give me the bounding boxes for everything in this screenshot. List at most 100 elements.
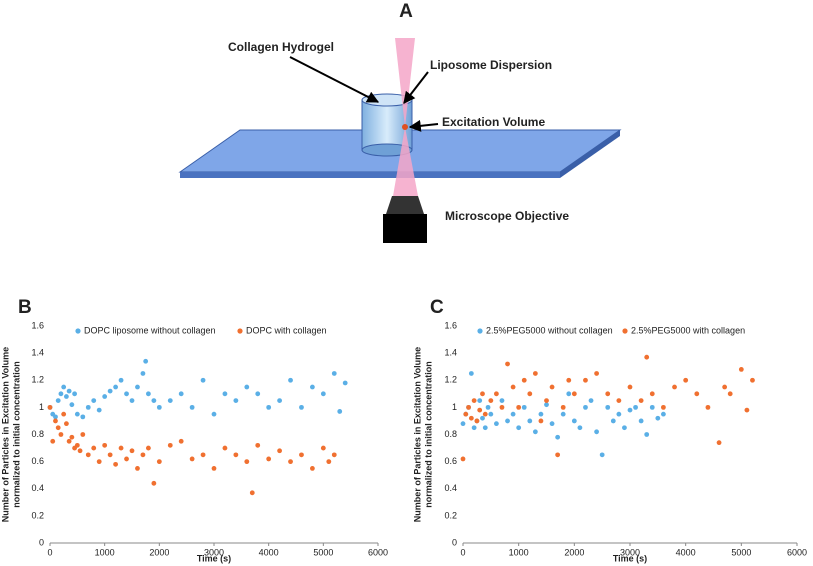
point (80, 414, 86, 420)
point (555, 434, 561, 440)
point (460, 456, 466, 462)
point (255, 391, 261, 397)
arrow (289, 56, 380, 103)
point (505, 361, 510, 367)
point (74, 411, 80, 417)
y-tick-label: 1 (452, 402, 457, 412)
point (69, 402, 75, 408)
x-tick-label: 5000 (731, 547, 751, 557)
point (488, 411, 494, 417)
point (61, 384, 67, 390)
x-tick-label: 5000 (313, 547, 333, 557)
point (638, 418, 644, 424)
y-tick-label: 1.2 (444, 375, 457, 385)
point (555, 452, 561, 458)
panel-label: C (430, 297, 444, 318)
point (85, 404, 91, 410)
y-tick-label: 0.4 (444, 483, 457, 493)
x-tick-label: 1000 (509, 547, 529, 557)
y-axis-title: normalized to initial concentration (423, 361, 433, 508)
diagram-label: Collagen Hydrogel (228, 40, 334, 54)
panel-label: B (18, 297, 32, 318)
point (477, 398, 483, 403)
point (549, 421, 555, 427)
point (566, 377, 572, 383)
point (466, 404, 471, 410)
diagram-label: Excitation Volume (442, 115, 545, 129)
y-axis-title: Number of Particles in Excitation Volume (412, 347, 422, 522)
point (53, 414, 58, 420)
point (310, 466, 315, 471)
point (189, 404, 195, 410)
point (722, 384, 728, 390)
point (135, 466, 140, 471)
point (107, 388, 113, 394)
point (716, 440, 722, 446)
point (113, 384, 118, 390)
point (577, 425, 583, 431)
point (151, 480, 157, 486)
point (77, 448, 83, 454)
x-tick-label: 6000 (787, 547, 807, 557)
x-tick-label: 0 (47, 547, 52, 557)
point (118, 377, 124, 383)
y-tick-label: 0.8 (31, 429, 44, 439)
point (331, 371, 337, 376)
point (738, 367, 744, 372)
y-tick-label: 0.6 (444, 456, 457, 466)
point (627, 384, 633, 390)
point (156, 404, 162, 410)
point (124, 456, 129, 462)
point (47, 404, 53, 410)
point (200, 377, 206, 383)
x-axis-title: Time (s) (613, 553, 647, 563)
point (277, 448, 282, 454)
point (480, 415, 485, 421)
objective (383, 214, 427, 243)
point (211, 466, 217, 471)
x-tick-label: 2000 (149, 547, 169, 557)
point (460, 421, 466, 427)
point (583, 377, 588, 383)
point (488, 398, 494, 403)
x-tick-label: 2000 (564, 547, 584, 557)
point (622, 425, 627, 431)
point (594, 429, 599, 435)
point (91, 398, 97, 403)
point (96, 407, 102, 413)
point (532, 429, 538, 435)
point (471, 425, 477, 431)
point (113, 461, 118, 467)
arrow (408, 119, 439, 132)
slide-edge (180, 172, 560, 178)
diagram-label: Liposome Dispersion (430, 58, 552, 72)
point (85, 452, 91, 458)
point (310, 384, 315, 390)
point (571, 391, 577, 397)
point (178, 438, 184, 444)
point (683, 377, 689, 383)
legend-marker (75, 328, 81, 334)
point (61, 411, 67, 417)
point (167, 398, 173, 403)
y-tick-label: 0.6 (31, 456, 44, 466)
point (331, 452, 337, 458)
point (91, 445, 97, 451)
point (249, 490, 255, 496)
point (638, 398, 644, 403)
point (266, 404, 272, 410)
point (233, 452, 239, 458)
point (549, 384, 555, 390)
y-tick-label: 0.8 (444, 429, 457, 439)
point (661, 404, 666, 410)
point (277, 398, 282, 403)
point (505, 418, 510, 424)
point (571, 418, 577, 424)
point (468, 371, 474, 376)
point (255, 442, 261, 448)
point (140, 371, 146, 376)
point (599, 452, 605, 458)
point (140, 452, 146, 458)
point (655, 415, 661, 421)
point (516, 404, 522, 410)
